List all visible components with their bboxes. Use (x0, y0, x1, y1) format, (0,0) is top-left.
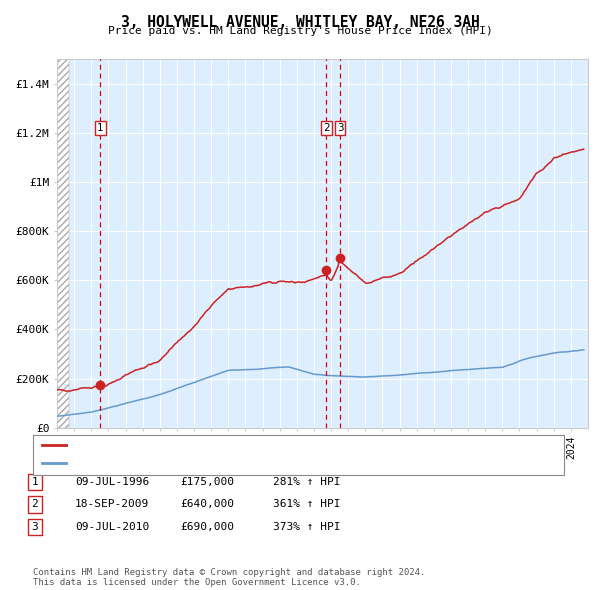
Text: 3, HOLYWELL AVENUE, WHITLEY BAY, NE26 3AH (semi-detached house): 3, HOLYWELL AVENUE, WHITLEY BAY, NE26 3A… (72, 441, 450, 450)
Text: £175,000: £175,000 (180, 477, 234, 487)
Text: £640,000: £640,000 (180, 500, 234, 509)
Text: 18-SEP-2009: 18-SEP-2009 (75, 500, 149, 509)
Text: Price paid vs. HM Land Registry's House Price Index (HPI): Price paid vs. HM Land Registry's House … (107, 26, 493, 36)
Text: 361% ↑ HPI: 361% ↑ HPI (273, 500, 341, 509)
Text: 373% ↑ HPI: 373% ↑ HPI (273, 522, 341, 532)
Text: £690,000: £690,000 (180, 522, 234, 532)
Text: 09-JUL-2010: 09-JUL-2010 (75, 522, 149, 532)
Text: 3, HOLYWELL AVENUE, WHITLEY BAY, NE26 3AH: 3, HOLYWELL AVENUE, WHITLEY BAY, NE26 3A… (121, 15, 479, 30)
Text: 3: 3 (337, 123, 343, 133)
Text: 2: 2 (323, 123, 329, 133)
Text: Contains HM Land Registry data © Crown copyright and database right 2024.
This d: Contains HM Land Registry data © Crown c… (33, 568, 425, 587)
Text: 09-JUL-1996: 09-JUL-1996 (75, 477, 149, 487)
Text: 3: 3 (31, 522, 38, 532)
Text: 1: 1 (31, 477, 38, 487)
Text: 281% ↑ HPI: 281% ↑ HPI (273, 477, 341, 487)
Text: HPI: Average price, semi-detached house, North Tyneside: HPI: Average price, semi-detached house,… (72, 458, 402, 468)
Text: 2: 2 (31, 500, 38, 509)
Text: 1: 1 (97, 123, 103, 133)
